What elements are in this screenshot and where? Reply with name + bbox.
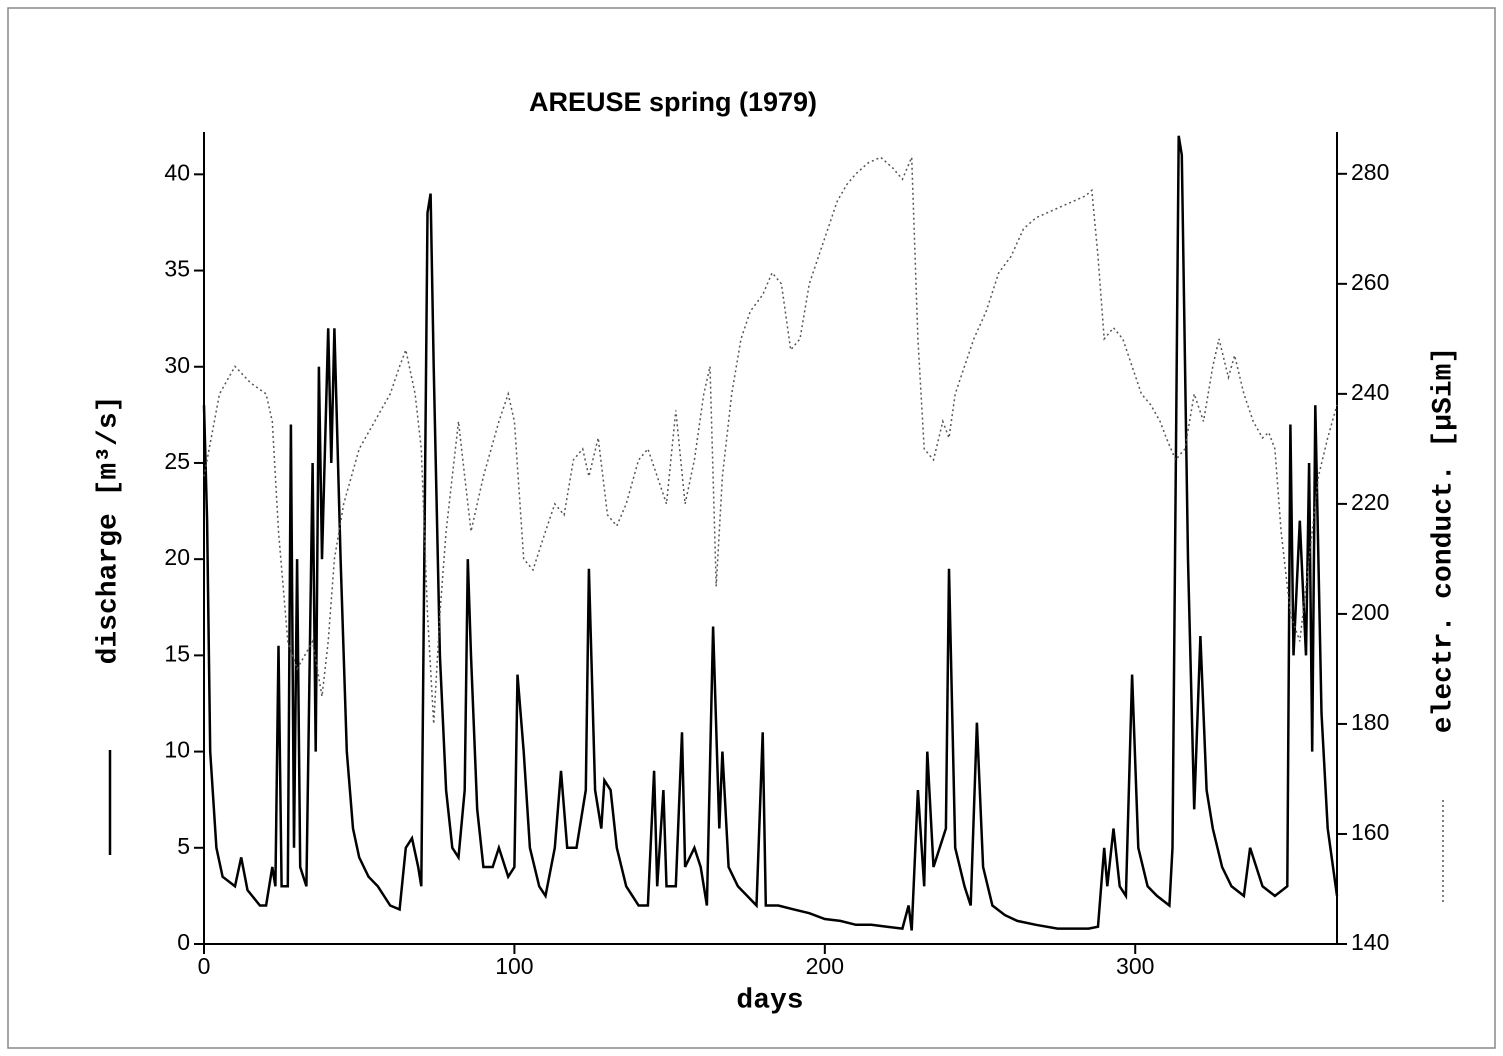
y-tick-label: 0 bbox=[177, 929, 190, 955]
y2-tick-label: 220 bbox=[1351, 489, 1389, 515]
y-tick-label: 35 bbox=[164, 256, 190, 282]
y-tick-label: 40 bbox=[164, 159, 190, 185]
y2-tick-label: 200 bbox=[1351, 599, 1389, 625]
x-tick-label: 0 bbox=[198, 953, 211, 979]
y-tick-label: 20 bbox=[164, 544, 190, 570]
y-tick-label: 15 bbox=[164, 640, 190, 666]
y2-axis-label: electr. conduct. [µSim] bbox=[1428, 347, 1459, 733]
x-tick-label: 300 bbox=[1116, 953, 1154, 979]
x-tick-label: 200 bbox=[806, 953, 844, 979]
y2-tick-label: 180 bbox=[1351, 709, 1389, 735]
frame bbox=[7, 7, 1496, 1049]
y-axis-label: discharge [m³/s] bbox=[93, 396, 124, 665]
y2-tick-label: 260 bbox=[1351, 269, 1389, 295]
series-line bbox=[203, 156, 1338, 724]
y-tick-label: 30 bbox=[164, 352, 190, 378]
y2-tick-label: 280 bbox=[1351, 159, 1389, 185]
y-tick-label: 10 bbox=[164, 737, 190, 763]
chart-title: AREUSE spring (1979) bbox=[529, 87, 817, 117]
x-axis-label: days bbox=[736, 985, 803, 1016]
y2-tick-label: 160 bbox=[1351, 819, 1389, 845]
x-tick-label: 100 bbox=[495, 953, 533, 979]
series-line bbox=[202, 135, 1339, 931]
y2-tick-label: 140 bbox=[1351, 929, 1389, 955]
y-tick-label: 5 bbox=[177, 833, 190, 859]
y-tick-label: 25 bbox=[164, 448, 190, 474]
y2-tick-label: 240 bbox=[1351, 379, 1389, 405]
